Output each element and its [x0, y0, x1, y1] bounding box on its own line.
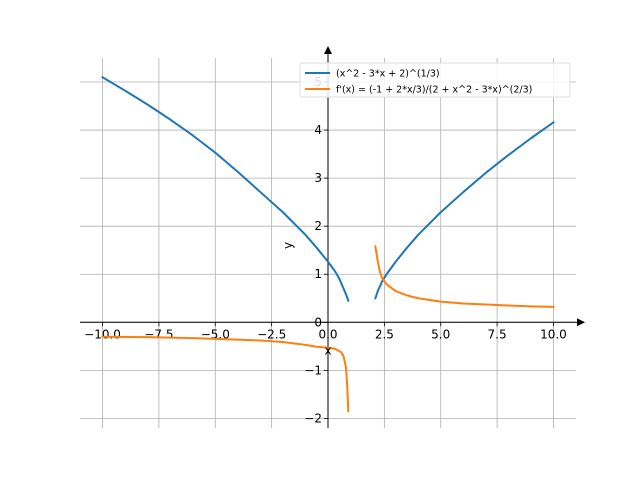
legend-box	[299, 62, 571, 98]
series-line-1	[101, 75, 350, 302]
y-tick-label: −2	[304, 411, 322, 425]
x-tick-label: −7.5	[144, 327, 173, 341]
y-tick-label: 4	[314, 123, 322, 137]
x-axis-arrow	[577, 318, 585, 327]
y-axis-label: y	[281, 242, 295, 249]
x-tick-label: −10.0	[84, 327, 121, 341]
x-tick-label: 10.0	[540, 327, 567, 341]
y-tick-label: 2	[314, 219, 322, 233]
legend: (x^2 - 3*x + 2)^(1/3) f'(x) = (-1 + 2*x/3…	[299, 62, 571, 98]
x-tick-label: 5.0	[431, 327, 450, 341]
y-tick-label: −1	[304, 363, 322, 377]
y-tick-label: 0	[314, 315, 322, 329]
series-line-1	[374, 120, 555, 300]
x-axis-label: x	[324, 343, 331, 357]
legend-label-1: (x^2 - 3*x + 2)^(1/3)	[336, 69, 440, 80]
legend-label-2: f'(x) = (-1 + 2*x/3)/(2 + x^2 - 3*x)^(2/…	[336, 85, 532, 96]
x-tick-label: −2.5	[257, 327, 286, 341]
series-line-2	[101, 335, 350, 413]
series-line-2	[374, 245, 555, 308]
x-tick-label: 7.5	[488, 327, 507, 341]
y-axis-arrow	[324, 46, 332, 54]
axes	[80, 46, 585, 428]
x-tick-label: 2.5	[375, 327, 394, 341]
y-tick-label: 1	[314, 267, 322, 281]
series	[101, 75, 555, 413]
x-tick-label: 0.0	[318, 327, 337, 341]
y-tick-label: 3	[314, 171, 322, 185]
